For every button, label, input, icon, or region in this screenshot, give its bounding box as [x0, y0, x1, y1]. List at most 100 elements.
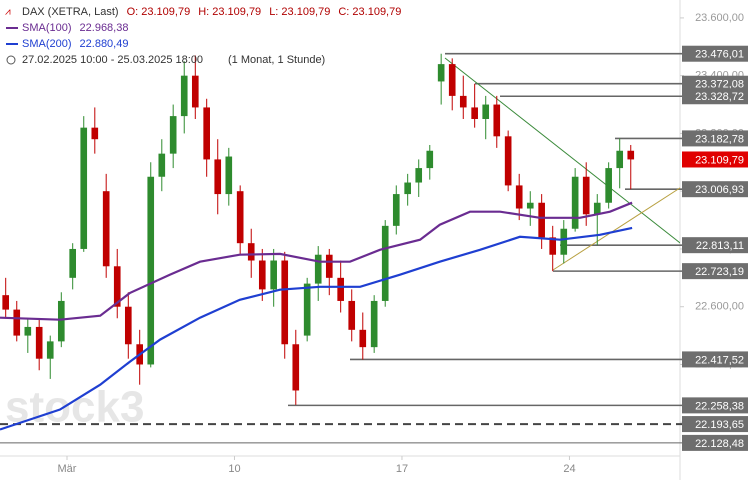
candle-body [247, 243, 255, 261]
candle-body [482, 104, 490, 119]
candle-body [180, 75, 188, 117]
candle-body [24, 326, 32, 336]
level-label: 23.476,01 [695, 49, 744, 61]
candle-body [13, 309, 21, 336]
legend: ⩘ DAX (XETRA, Last) 27.02.2025 10:00 - 2… [5, 6, 401, 66]
candle-body [258, 260, 266, 290]
level-box [682, 434, 748, 451]
candle-body [113, 266, 121, 307]
candle-body [381, 225, 389, 301]
candle-body [236, 191, 244, 244]
level-box [682, 397, 748, 414]
level-box [682, 181, 748, 198]
level-box [682, 75, 748, 92]
candle-body [46, 341, 54, 359]
candle-body [57, 300, 65, 342]
candle-body [191, 75, 199, 108]
candle-body [91, 127, 99, 140]
level-box [682, 263, 748, 280]
legend-label: SMA(200) [22, 38, 72, 50]
level-box [682, 416, 748, 433]
x-tick-label: 17 [396, 463, 408, 475]
legend-ohlc: H: 23.109,79 [198, 6, 261, 18]
interval: (1 Monat, 1 Stunde) [228, 54, 325, 66]
candle-body [147, 176, 155, 365]
level-label: 22.193,65 [695, 419, 744, 431]
candle-body [627, 150, 635, 160]
candle-body [359, 329, 367, 348]
candle-body [616, 150, 624, 169]
legend-ohlc: O: 23.109,79 [127, 6, 191, 18]
legend-ohlc: L: 23.109,79 [269, 6, 330, 18]
candle-body [270, 260, 277, 290]
x-tick-label: 24 [563, 463, 575, 475]
last-price-label: 23.109,79 [695, 154, 744, 166]
candle-body [35, 326, 43, 359]
candle-body [459, 95, 467, 108]
candle-body [549, 237, 557, 255]
y-tick-label: 23.600,00 [695, 12, 744, 24]
candle-body [214, 159, 222, 195]
x-tick-label: Mär [58, 463, 77, 475]
level-box [682, 351, 748, 368]
trend-line [444, 57, 680, 244]
candle-body [448, 64, 456, 96]
candle-body [314, 254, 322, 284]
sma-line [0, 226, 633, 431]
candle-body [303, 283, 311, 336]
y-tick-label: 22.600,00 [695, 301, 744, 313]
candle-body [69, 248, 77, 278]
level-label: 22.128,48 [695, 438, 744, 450]
level-label: 23.328,72 [695, 91, 744, 103]
candle-body [370, 300, 378, 348]
candle-body [348, 300, 356, 330]
sma-line [0, 201, 633, 321]
candle-body [582, 176, 590, 215]
level-label: 22.258,38 [695, 400, 744, 412]
level-label: 23.006,93 [695, 184, 744, 196]
candle-body [493, 104, 501, 137]
candle-body [169, 116, 177, 154]
level-label: 22.723,19 [695, 266, 744, 278]
candle-body [571, 176, 579, 229]
legend-title: DAX (XETRA, Last) [22, 6, 119, 18]
candle-body [2, 295, 10, 310]
candle-body [124, 306, 132, 345]
candle-body [203, 107, 210, 160]
legend-icon [6, 55, 16, 65]
legend-ohlc: C: 23.109,79 [338, 6, 401, 18]
candle-body [504, 136, 512, 186]
date-range: 27.02.2025 10:00 - 25.03.2025 18:00 [22, 54, 203, 66]
level-box [682, 45, 748, 62]
candle-body [526, 202, 534, 209]
candle-body [404, 182, 411, 195]
x-tick-label: 10 [228, 463, 240, 475]
level-label: 22.417,52 [695, 354, 744, 366]
candle-body [225, 156, 233, 195]
candle-body [538, 202, 545, 238]
legend-value: 22.968,38 [80, 22, 129, 34]
candle-body [437, 64, 445, 82]
last-price-box [682, 151, 748, 168]
candle-body [471, 107, 478, 119]
level-box [682, 130, 748, 147]
level-label: 22.813,11 [696, 240, 744, 252]
candle-body [80, 127, 88, 249]
level-label: 23.182,78 [695, 133, 744, 145]
candle-body [325, 254, 333, 278]
legend-label: SMA(100) [22, 22, 72, 34]
level-label: 23.372,08 [695, 79, 744, 91]
candle-body [560, 228, 568, 255]
trend-line [552, 187, 680, 271]
legend-value: 22.880,49 [80, 38, 129, 50]
candle-body [281, 260, 289, 345]
candle-body [102, 191, 110, 267]
candle-body [515, 185, 523, 209]
candle-body [593, 202, 601, 215]
candle-body [158, 153, 166, 177]
level-box [682, 237, 748, 254]
legend-icon: ⩘ [5, 7, 11, 18]
candle-body [605, 168, 612, 203]
